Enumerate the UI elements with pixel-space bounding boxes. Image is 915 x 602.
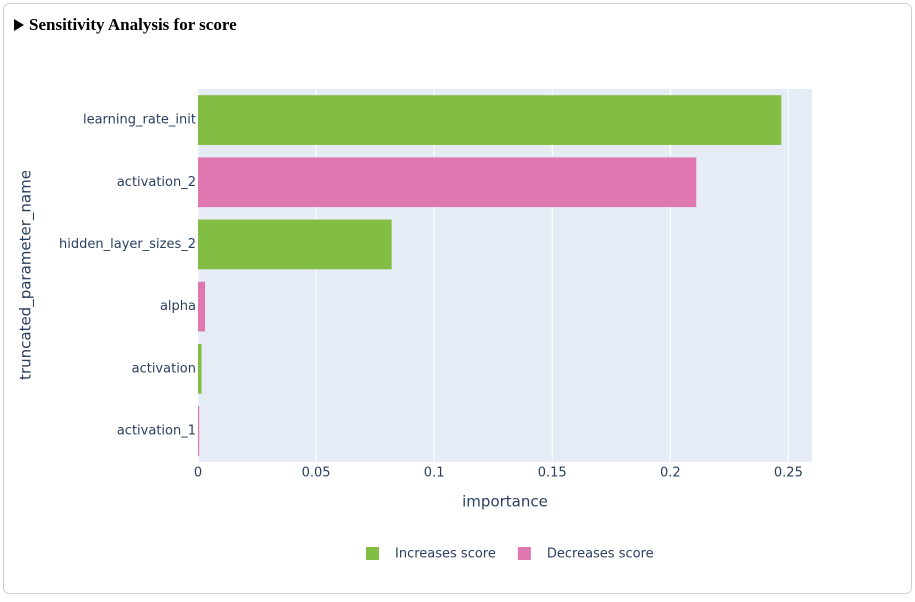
bar	[198, 219, 392, 270]
y-axis-title: truncated_parameter_name	[17, 170, 36, 380]
x-tick-label: 0.25	[774, 466, 803, 481]
y-tick-label: alpha	[160, 299, 196, 314]
bar	[198, 95, 782, 145]
x-tick-label: 0.2	[660, 466, 681, 481]
bar	[198, 343, 202, 394]
bar	[198, 406, 200, 456]
legend-swatch	[366, 547, 379, 560]
legend-label: Decreases score	[547, 547, 654, 562]
section-title[interactable]: Sensitivity Analysis for score	[29, 15, 237, 34]
disclosure-triangle[interactable]	[14, 19, 24, 31]
y-tick-label: activation_2	[117, 175, 196, 190]
y-tick-label: hidden_layer_sizes_2	[59, 237, 196, 252]
x-tick-label: 0.05	[302, 466, 331, 481]
bar	[198, 157, 697, 208]
x-tick-label: 0.1	[424, 466, 445, 481]
bar	[198, 281, 206, 332]
y-tick-label: learning_rate_init	[83, 113, 196, 128]
x-axis-title: importance	[462, 493, 548, 511]
y-tick-label: activation	[132, 361, 196, 376]
plot-area	[198, 89, 812, 462]
x-tick-label: 0	[194, 466, 202, 481]
x-tick-label: 0.15	[538, 466, 567, 481]
legend-swatch	[517, 547, 531, 560]
y-tick-label: activation_1	[117, 423, 196, 438]
legend-label: Increases score	[395, 547, 496, 562]
